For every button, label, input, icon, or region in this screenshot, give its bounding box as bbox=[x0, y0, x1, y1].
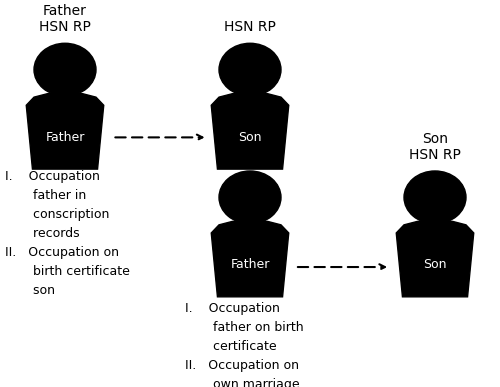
Text: Son: Son bbox=[238, 131, 262, 144]
Polygon shape bbox=[396, 221, 474, 297]
Ellipse shape bbox=[34, 43, 96, 96]
Text: I.    Occupation
       father in
       conscription
       records
II.   Occup: I. Occupation father in conscription rec… bbox=[5, 170, 130, 297]
Text: Father: Father bbox=[230, 259, 270, 271]
Polygon shape bbox=[211, 221, 289, 297]
Text: I.    Occupation
       father on birth
       certificate
II.   Occupation on
 : I. Occupation father on birth certificat… bbox=[185, 302, 304, 387]
Ellipse shape bbox=[404, 171, 466, 224]
Text: HSN RP: HSN RP bbox=[224, 21, 276, 34]
Ellipse shape bbox=[219, 43, 281, 96]
Polygon shape bbox=[211, 94, 289, 169]
Text: Father
HSN RP: Father HSN RP bbox=[39, 4, 91, 34]
Text: Son
HSN RP: Son HSN RP bbox=[409, 132, 461, 162]
Text: Father: Father bbox=[46, 131, 84, 144]
Text: Son: Son bbox=[423, 259, 447, 271]
Ellipse shape bbox=[219, 171, 281, 224]
Polygon shape bbox=[26, 94, 104, 169]
